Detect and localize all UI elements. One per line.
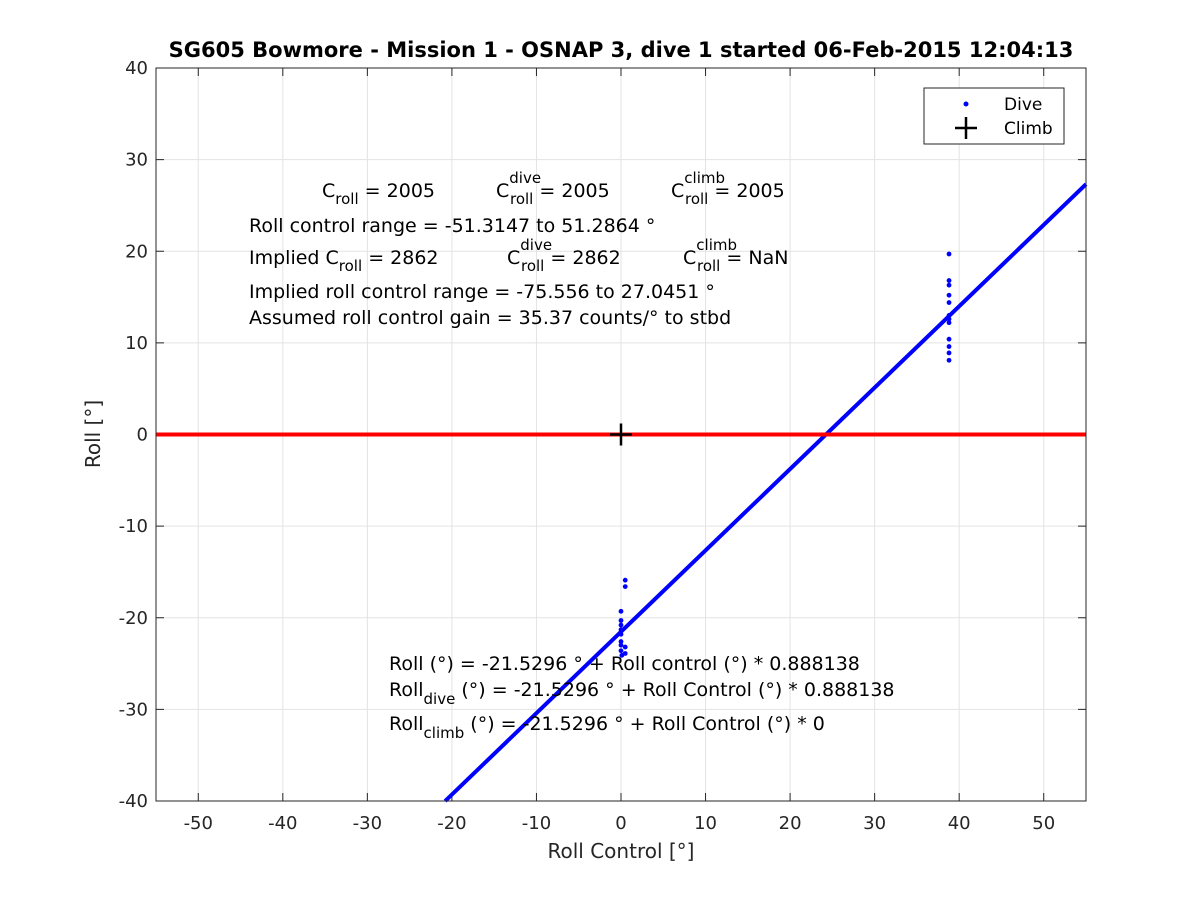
dive-point — [618, 648, 624, 654]
dive-point — [622, 584, 628, 589]
annotation-implied-c-roll-dive: Cdive — [507, 236, 552, 269]
dive-point — [618, 642, 624, 648]
y-tick-label: 30 — [125, 150, 148, 171]
x-tick-label: -20 — [437, 813, 466, 834]
dive-point — [946, 312, 952, 318]
annotation-implied-c-roll-climb: Cclimb — [683, 236, 737, 269]
y-tick-label: 20 — [125, 241, 148, 262]
legend: Dive Climb — [923, 87, 1065, 145]
dive-point — [618, 631, 624, 637]
legend-box — [923, 87, 1065, 145]
y-tick-label: 40 — [125, 58, 148, 79]
x-tick-label: 40 — [948, 813, 971, 834]
annotation-c-roll-dive: Cdive — [496, 169, 541, 202]
dive-point — [622, 577, 628, 583]
dive-point — [946, 300, 952, 305]
y-axis-label: Roll [°] — [81, 400, 105, 468]
x-tick-label: -30 — [353, 813, 382, 834]
dive-point — [946, 251, 952, 257]
annotation-c-roll-climb: Cclimb — [671, 169, 725, 202]
dive-point — [946, 316, 952, 322]
x-tick-label: 0 — [615, 813, 626, 834]
x-tick-label: -10 — [522, 813, 551, 834]
annotation-fit-climb-equation: Rollclimb (°) = -21.5296 ° + Roll Contro… — [389, 713, 825, 742]
dive-point — [946, 278, 952, 283]
x-tick-label: -50 — [184, 813, 213, 834]
chart-title: SG605 Bowmore - Mission 1 - OSNAP 3, div… — [169, 38, 1074, 62]
annotation-fit-dive-equation: Rolldive (°) = -21.5296 ° + Roll Control… — [389, 679, 895, 708]
annotation-implied-range: Implied roll control range = -75.556 to … — [249, 281, 715, 303]
data-points — [610, 251, 952, 658]
dive-point — [946, 320, 952, 326]
dive-point — [946, 357, 952, 363]
annotation-c-roll-climb-sub: roll = 2005 — [685, 180, 785, 208]
y-tick-label: 0 — [137, 425, 148, 446]
dive-point — [622, 644, 628, 650]
annotation-implied-c-roll: Implied Croll = 2862 — [249, 247, 439, 275]
annotation-implied-c-roll-dive-sub: roll = 2862 — [521, 247, 621, 275]
climb-point — [610, 423, 632, 446]
x-tick-label: 20 — [779, 813, 802, 834]
y-tick-label: -10 — [119, 516, 148, 537]
y-axis-ticks: -40 -30 -20 -10 0 10 20 30 40 — [119, 58, 1086, 812]
annotation-c-roll-line: Croll = 2005 — [322, 180, 435, 208]
dive-point — [618, 608, 624, 614]
axes-box — [155, 67, 1087, 802]
y-tick-label: -30 — [119, 699, 148, 720]
dive-point — [618, 618, 624, 623]
x-axis-ticks: -50 -40 -30 -20 -10 0 10 20 30 40 50 — [184, 68, 1055, 834]
y-tick-label: 10 — [125, 333, 148, 354]
x-tick-label: -40 — [268, 813, 297, 834]
annotation-fit-equation: Roll (°) = -21.5296 ° + Roll control (°)… — [389, 653, 860, 675]
dive-point — [946, 292, 952, 298]
dive-point — [946, 282, 952, 288]
dive-point — [622, 651, 628, 656]
fit-line — [443, 182, 1088, 803]
dive-point — [946, 336, 952, 342]
annotation-roll-control-range: Roll control range = -51.3147 to 51.2864… — [249, 215, 655, 237]
x-tick-label: 10 — [694, 813, 717, 834]
legend-climb-label: Climb — [1004, 119, 1053, 139]
annotation-gain: Assumed roll control gain = 35.37 counts… — [249, 307, 731, 329]
y-tick-label: -20 — [119, 608, 148, 629]
dive-point — [946, 350, 952, 356]
y-tick-label: -40 — [119, 791, 148, 812]
x-tick-label: 50 — [1032, 813, 1055, 834]
x-tick-label: 30 — [863, 813, 886, 834]
legend-dive-label: Dive — [1004, 95, 1042, 115]
legend-dive-marker — [963, 101, 969, 107]
annotation-c-roll-dive-sub: roll = 2005 — [510, 180, 610, 208]
dive-point — [946, 344, 952, 349]
x-axis-label: Roll Control [°] — [548, 839, 695, 863]
dive-point — [618, 627, 624, 633]
annotation-implied-c-roll-climb-sub: roll = NaN — [697, 247, 788, 275]
dive-point — [618, 622, 624, 628]
dive-point — [618, 639, 624, 644]
